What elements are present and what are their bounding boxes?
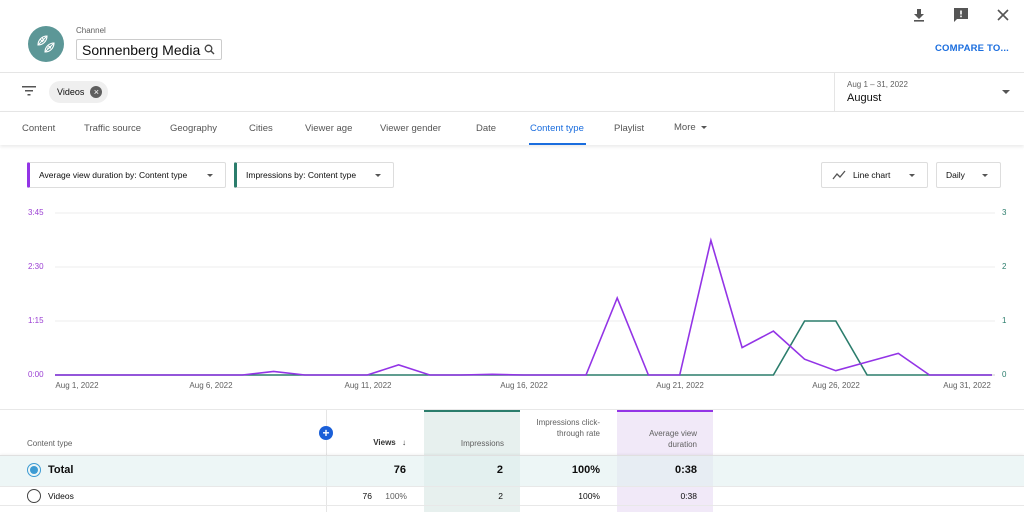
feedback-icon[interactable]	[950, 4, 972, 26]
table-row-total[interactable]	[0, 455, 1024, 486]
download-icon[interactable]	[908, 4, 930, 26]
table-divider	[0, 409, 1024, 410]
line-chart-icon	[832, 170, 846, 180]
tab-playlist[interactable]: Playlist	[614, 123, 645, 134]
close-icon[interactable]	[992, 4, 1014, 26]
filter-chip-label: Videos	[57, 87, 85, 97]
row-ctr: 100%	[578, 491, 600, 501]
y-left-tick: 3:45	[28, 208, 44, 217]
date-range-text: Aug 1 – 31, 2022	[847, 80, 908, 89]
tab-content-type[interactable]: Content type	[530, 123, 584, 134]
radio-total-selected[interactable]	[27, 463, 41, 477]
y-left-tick: 2:30	[28, 262, 44, 271]
data-table: Content type + Views ↓ Impressions Impre…	[0, 410, 1024, 512]
table-row[interactable]	[0, 486, 1024, 506]
chevron-down-icon	[1002, 90, 1010, 94]
chevron-down-icon	[700, 125, 707, 129]
x-tick: Aug 16, 2022	[500, 381, 548, 390]
tab-more-label: More	[674, 122, 696, 133]
secondary-metric-dropdown[interactable]: Impressions by: Content type	[234, 162, 394, 188]
primary-metric-dropdown[interactable]: Average view duration by: Content type	[27, 162, 226, 188]
chevron-down-icon	[982, 174, 988, 177]
chevron-down-icon	[375, 174, 381, 177]
x-tick: Aug 21, 2022	[656, 381, 704, 390]
chart-type-label: Line chart	[853, 170, 891, 180]
y-right-tick: 0	[1002, 370, 1007, 379]
row-views: 76	[362, 491, 372, 501]
granularity-label: Daily	[946, 170, 965, 180]
compare-to-button[interactable]: COMPARE TO...	[934, 43, 1009, 54]
chart-gridlines	[55, 212, 995, 376]
x-tick: Aug 11, 2022	[344, 381, 392, 390]
tab-more[interactable]: More	[674, 122, 707, 133]
tab-traffic-source[interactable]: Traffic source	[84, 123, 142, 134]
col-header-content-type: Content type	[27, 439, 73, 448]
header-actions	[908, 4, 1014, 26]
primary-metric-label: Average view duration by: Content type	[39, 170, 188, 180]
x-tick: Aug 6, 2022	[189, 381, 233, 390]
chart-type-dropdown[interactable]: Line chart	[821, 162, 928, 188]
row-views-pct: 100%	[385, 491, 407, 501]
filter-icon[interactable]	[22, 84, 36, 102]
total-ctr: 100%	[571, 464, 600, 476]
report-tabs: Content Traffic source Geography Cities …	[0, 111, 1024, 145]
total-label: Total	[48, 464, 74, 476]
row-label: Videos	[48, 491, 74, 501]
tab-geography[interactable]: Geography	[170, 123, 218, 134]
col-header-ctr: Impressions click-through rate	[536, 418, 600, 438]
channel-selector[interactable]: Sonnenberg Media	[76, 39, 222, 60]
tab-cities[interactable]: Cities	[249, 123, 273, 134]
sort-desc-icon: ↓	[402, 438, 406, 447]
remove-filter-icon[interactable]: ×	[90, 86, 103, 98]
channel-name: Sonnenberg Media	[82, 41, 201, 58]
col-header-avd: Average view duration	[649, 429, 697, 449]
channel-avatar	[28, 26, 64, 62]
chart-series	[55, 237, 992, 376]
total-views: 76	[393, 464, 406, 476]
y-left-tick: 1:15	[28, 316, 44, 325]
search-icon[interactable]	[204, 42, 215, 58]
date-range-picker[interactable]: Aug 1 – 31, 2022 August	[834, 73, 1024, 111]
header-divider	[0, 72, 1024, 73]
channel-label: Channel	[76, 26, 106, 35]
row-impressions: 2	[498, 491, 503, 501]
y-right-tick: 1	[1002, 316, 1007, 325]
leaf-logo-icon	[37, 35, 55, 53]
row-avd: 0:38	[680, 491, 697, 501]
avd-series-line	[55, 237, 992, 376]
line-chart[interactable]	[0, 0, 1024, 400]
total-avd: 0:38	[674, 464, 697, 476]
x-tick: Aug 26, 2022	[812, 381, 860, 390]
date-range-label: August	[847, 92, 882, 104]
radio-videos[interactable]	[27, 489, 41, 503]
y-left-tick: 0:00	[28, 370, 44, 379]
secondary-metric-label: Impressions by: Content type	[246, 170, 357, 180]
tab-viewer-age[interactable]: Viewer age	[305, 123, 353, 134]
x-tick: Aug 1, 2022	[55, 381, 99, 390]
x-tick: Aug 31, 2022	[943, 381, 991, 390]
active-tab-indicator	[529, 143, 586, 145]
tab-date[interactable]: Date	[476, 123, 497, 134]
add-metric-button[interactable]: +	[319, 426, 333, 440]
col-header-impressions: Impressions	[460, 439, 504, 448]
granularity-dropdown[interactable]: Daily	[936, 162, 1001, 188]
total-impressions: 2	[496, 464, 503, 476]
tab-content[interactable]: Content	[22, 123, 56, 134]
chevron-down-icon	[909, 174, 915, 177]
tab-viewer-gender[interactable]: Viewer gender	[380, 123, 442, 134]
y-right-tick: 3	[1002, 208, 1007, 217]
col-header-views-label: Views	[373, 438, 396, 447]
col-header-views[interactable]: Views ↓	[340, 438, 406, 447]
filter-chip-videos[interactable]: Videos ×	[49, 81, 109, 103]
chevron-down-icon	[207, 174, 213, 177]
y-right-tick: 2	[1002, 262, 1007, 271]
